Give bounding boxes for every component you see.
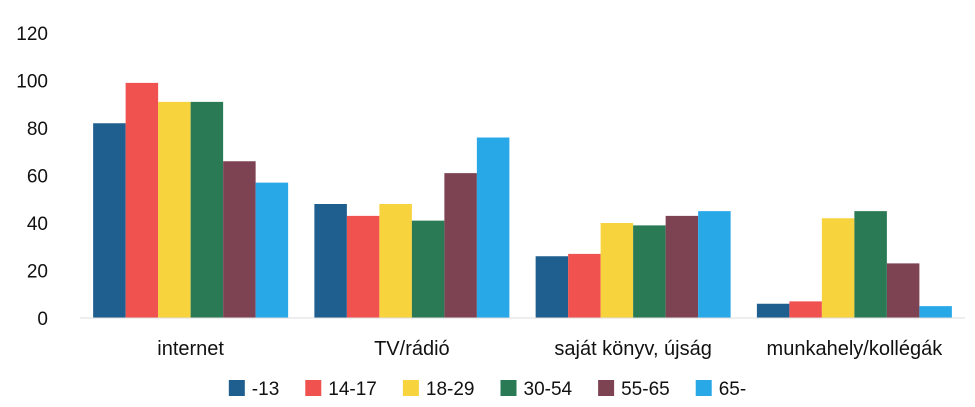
legend-item: 18-29 bbox=[402, 379, 475, 400]
y-tick-label: 0 bbox=[37, 309, 48, 330]
bar-1-5 bbox=[223, 161, 256, 318]
bar-2-6 bbox=[476, 137, 510, 318]
bar-4-5 bbox=[886, 263, 920, 319]
bar-4-4 bbox=[854, 211, 887, 319]
bar-4-3 bbox=[821, 218, 855, 318]
legend-swatch bbox=[228, 380, 245, 396]
bar-2-4 bbox=[411, 220, 445, 319]
y-tick-label: 80 bbox=[27, 119, 48, 140]
category-label: munkahely/kollégák bbox=[767, 338, 944, 360]
bar-3-5 bbox=[665, 215, 699, 319]
bar-1-4 bbox=[190, 101, 224, 319]
legend-label: 14-17 bbox=[328, 379, 377, 400]
legend-swatch bbox=[598, 380, 615, 396]
y-tick-label: 40 bbox=[27, 214, 48, 235]
bar-1-1 bbox=[93, 123, 126, 318]
legend-label: 55-65 bbox=[621, 379, 670, 400]
bar-3-4 bbox=[633, 225, 666, 319]
bar-3-6 bbox=[698, 211, 731, 319]
bar-4-2 bbox=[789, 301, 822, 319]
legend-item: 65- bbox=[695, 379, 746, 400]
legend-item: 30-54 bbox=[500, 379, 573, 400]
legend-swatch bbox=[695, 380, 712, 396]
legend-item: 14-17 bbox=[305, 379, 377, 400]
legend-swatch bbox=[305, 380, 322, 396]
legend-label: 30-54 bbox=[524, 379, 573, 400]
x-axis: internet TV/rádió saját könyv, újság munkah… bbox=[80, 317, 965, 360]
bar-4-6 bbox=[919, 306, 952, 319]
bar-3-1 bbox=[535, 256, 569, 318]
bar-1-2 bbox=[125, 82, 159, 319]
bar-1-3 bbox=[158, 101, 191, 319]
category-label: saját könyv, újság bbox=[554, 338, 712, 360]
bar-3-3 bbox=[600, 223, 634, 318]
legend-swatch bbox=[500, 380, 517, 396]
category-label: TV/rádió bbox=[374, 338, 450, 360]
legend-label: -13 bbox=[252, 379, 279, 400]
y-tick-label: 120 bbox=[16, 24, 48, 45]
y-axis: 0 20 40 60 80 100 120 bbox=[16, 24, 48, 330]
bar-4-1 bbox=[756, 303, 790, 318]
legend-swatch bbox=[402, 380, 419, 396]
bar-2-1 bbox=[314, 204, 347, 318]
bar-3-2 bbox=[568, 253, 601, 319]
bar-2-3 bbox=[379, 204, 412, 318]
bar-1-6 bbox=[255, 182, 289, 319]
y-tick-label: 20 bbox=[27, 262, 48, 283]
legend-label: 18-29 bbox=[426, 379, 475, 400]
y-tick-label: 100 bbox=[16, 72, 48, 93]
legend-item: -13 bbox=[228, 379, 279, 400]
y-tick-label: 60 bbox=[27, 167, 48, 188]
legend-item: 55-65 bbox=[598, 379, 670, 400]
legend: -13 14-17 18-29 30-54 55-65 65- bbox=[228, 379, 746, 400]
bar-2-2 bbox=[346, 215, 380, 319]
legend-label: 65- bbox=[719, 379, 746, 400]
category-label: internet bbox=[157, 338, 224, 360]
bars bbox=[93, 82, 952, 319]
bar-2-5 bbox=[444, 173, 477, 319]
